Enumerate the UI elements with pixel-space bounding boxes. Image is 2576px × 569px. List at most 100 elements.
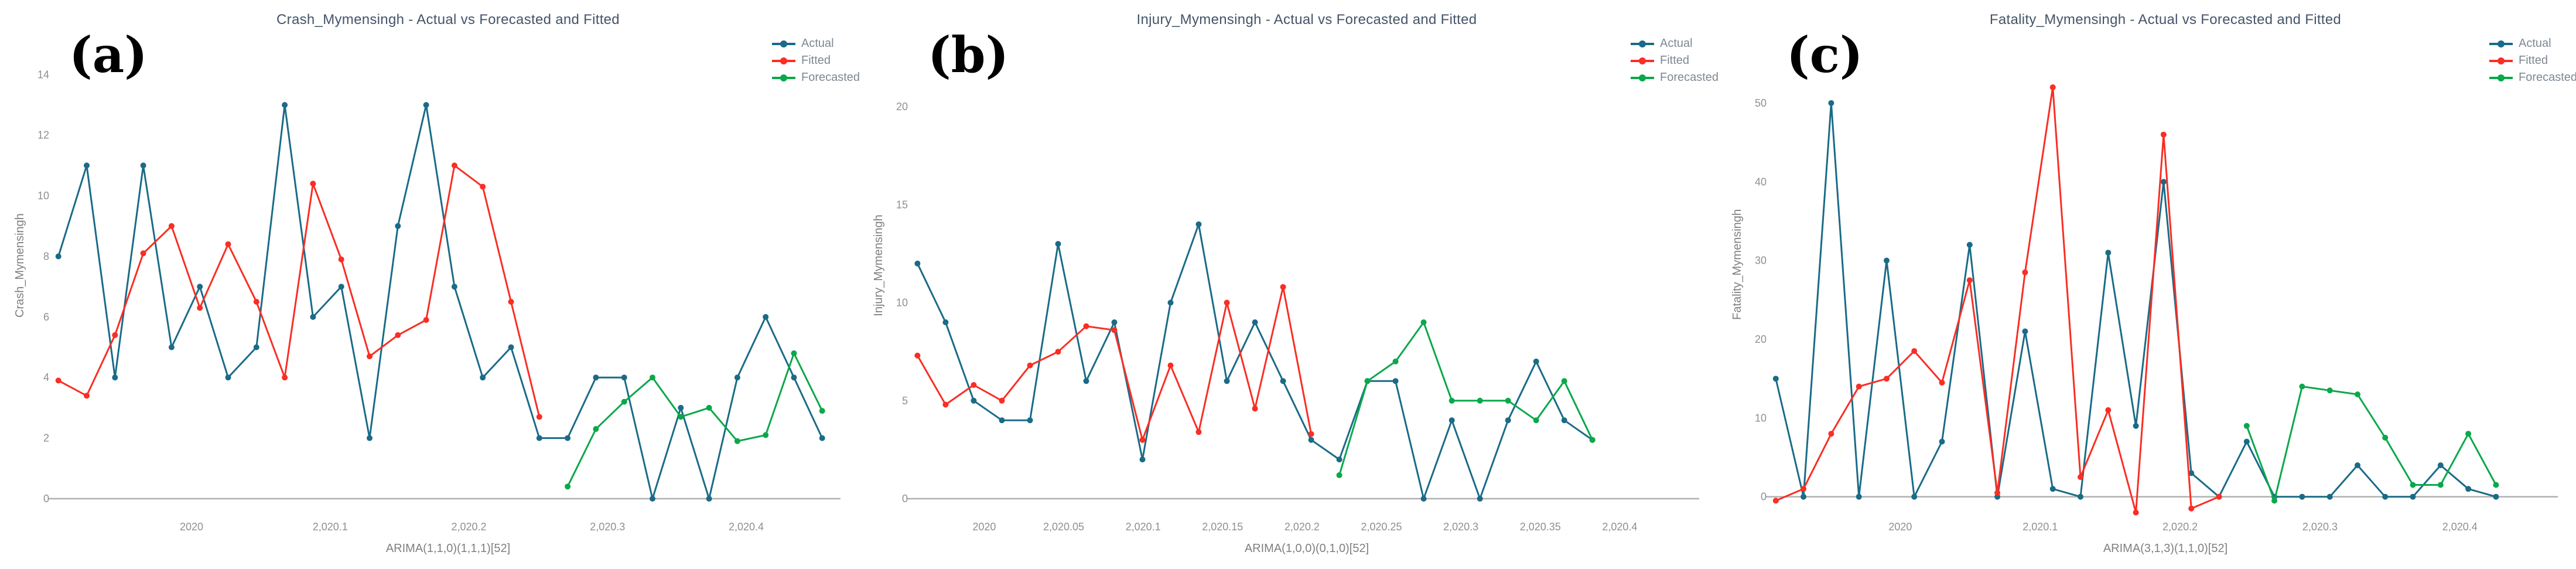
- fitted-line: [1775, 86, 2220, 514]
- actual-point-marker: [1911, 493, 1918, 500]
- actual-point-marker: [2355, 462, 2360, 468]
- actual-point-marker: [565, 435, 571, 441]
- fitted-line: [917, 286, 1313, 441]
- actual-point-marker: [763, 314, 769, 320]
- actual-line-marker-icon: [2489, 39, 2513, 49]
- forecasted-point-marker: [2326, 387, 2333, 394]
- x-tick-label: 2,020.3: [1443, 521, 1478, 533]
- actual-point-marker: [2105, 250, 2112, 256]
- forecasted-point-marker: [2382, 434, 2389, 441]
- forecasted-point-marker: [1420, 319, 1427, 325]
- fitted-point-marker: [1252, 406, 1258, 412]
- y-tick-label: 20: [1755, 333, 1767, 345]
- actual-point-marker: [1308, 437, 1314, 443]
- x-tick-label: 2,020.4: [2442, 521, 2478, 533]
- legend-label-actual: Actual: [1660, 37, 1693, 50]
- actual-point-marker: [480, 374, 486, 381]
- fitted-series: [914, 284, 1314, 443]
- fitted-point-marker: [395, 332, 401, 338]
- actual-point-marker: [2133, 423, 2139, 429]
- legend-label-forecasted: Forecasted: [1660, 71, 1719, 84]
- fitted-point-marker: [480, 183, 486, 190]
- fitted-point-marker: [1055, 349, 1061, 355]
- forecasted-point-marker: [2271, 498, 2278, 504]
- actual-point-marker: [593, 374, 599, 381]
- fitted-point-marker: [2105, 407, 2112, 413]
- fitted-series: [1772, 84, 2222, 516]
- legend: Actual Fitted Forecasted: [772, 35, 860, 86]
- y-tick-label: 12: [37, 130, 49, 141]
- fitted-point-marker: [999, 397, 1005, 404]
- forecasted-point-marker: [1561, 378, 1567, 384]
- actual-point-marker: [1055, 241, 1061, 247]
- fitted-point-marker: [451, 162, 457, 169]
- fitted-point-marker: [2216, 493, 2222, 500]
- x-tick-label: 2,020.25: [1361, 521, 1402, 533]
- actual-point-marker: [1420, 496, 1427, 502]
- fitted-point-marker: [1994, 490, 2001, 496]
- fitted-point-marker: [253, 299, 259, 305]
- fitted-point-marker: [2133, 509, 2139, 516]
- axis-y-label: Injury_Mymensingh: [872, 214, 885, 316]
- actual-point-marker: [423, 102, 429, 108]
- forecasted-point-marker: [2243, 423, 2250, 429]
- fitted-point-marker: [914, 352, 921, 359]
- actual-point-marker: [2465, 486, 2472, 492]
- fitted-point-marker: [1027, 362, 1033, 369]
- actual-point-marker: [621, 374, 627, 381]
- forecasted-point-marker: [621, 398, 627, 405]
- actual-point-marker: [84, 162, 90, 169]
- fitted-point-marker: [1280, 284, 1286, 290]
- y-tick-label: 0: [902, 493, 908, 505]
- y-tick-label: 20: [896, 101, 908, 113]
- fitted-point-marker: [423, 317, 429, 323]
- forecasted-line: [2246, 386, 2497, 502]
- legend-item-actual: Actual: [1631, 35, 1717, 52]
- forecasted-point-marker: [2493, 482, 2499, 488]
- actual-point-marker: [2078, 493, 2083, 500]
- actual-point-marker: [2382, 493, 2389, 500]
- y-tick-label: 10: [896, 297, 908, 309]
- actual-point-marker: [140, 162, 146, 169]
- fitted-point-marker: [971, 382, 977, 388]
- fitted-point-marker: [367, 353, 373, 360]
- y-tick-label: 40: [1755, 176, 1767, 188]
- forecasted-point-marker: [650, 374, 655, 381]
- forecasted-point-marker: [763, 432, 769, 438]
- x-tick-label: 2020: [180, 521, 203, 533]
- forecasted-point-marker: [2355, 391, 2360, 397]
- forecasted-point-marker: [1448, 397, 1455, 404]
- actual-series: [1772, 100, 2499, 500]
- fitted-point-marker: [112, 332, 118, 338]
- forecasted-point-marker: [1505, 397, 1511, 404]
- actual-point-marker: [310, 314, 316, 320]
- actual-point-marker: [1884, 257, 1890, 264]
- fitted-point-marker: [2188, 505, 2195, 512]
- actual-point-marker: [1336, 456, 1342, 463]
- legend-item-actual: Actual: [772, 35, 859, 52]
- legend: Actual Fitted Forecasted: [1631, 35, 1719, 86]
- fitted-point-marker: [1828, 431, 1834, 437]
- actual-point-marker: [2326, 493, 2333, 500]
- actual-point-marker: [971, 397, 977, 404]
- fitted-point-marker: [1139, 437, 1146, 443]
- actual-point-marker: [197, 284, 203, 290]
- x-tick-label: 2,020.1: [2022, 521, 2058, 533]
- actual-point-marker: [1392, 378, 1399, 384]
- fitted-point-marker: [1801, 486, 1807, 492]
- actual-point-marker: [1477, 496, 1483, 502]
- actual-point-marker: [2243, 438, 2250, 445]
- x-tick-label: 2,020.4: [729, 521, 764, 533]
- panel-letter-a: (a): [69, 26, 148, 84]
- y-tick-label: 6: [43, 311, 49, 323]
- fitted-point-marker: [84, 393, 90, 399]
- actual-point-marker: [338, 284, 344, 290]
- actual-point-marker: [395, 223, 401, 229]
- fitted-point-marker: [1224, 299, 1230, 306]
- y-tick-label: 14: [37, 69, 49, 80]
- fitted-point-marker: [2078, 474, 2083, 481]
- actual-point-marker: [2410, 493, 2416, 500]
- forecasted-line-marker-icon: [772, 73, 795, 83]
- fatality-chart-plot: 0 10 20 30 40 50 2020 2,020.1 2,020.2 2,020.3 2,02…: [1731, 84, 2558, 555]
- fitted-point-marker: [55, 377, 62, 384]
